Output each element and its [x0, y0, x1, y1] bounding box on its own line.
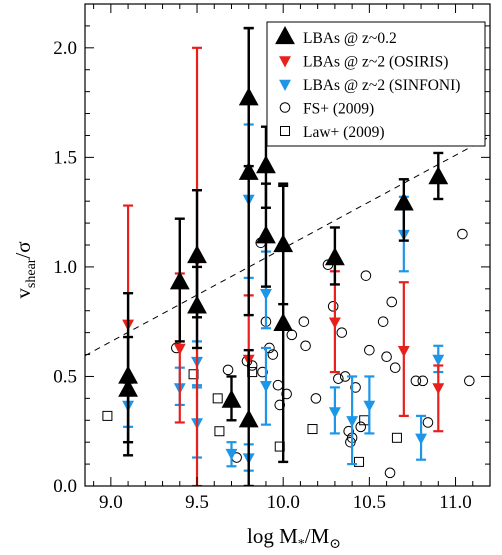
data-point — [267, 349, 279, 360]
data-point — [389, 362, 401, 373]
data-point — [274, 399, 286, 411]
data-point — [324, 247, 345, 266]
data-point — [187, 295, 207, 314]
data-point — [169, 271, 190, 290]
series-0 — [118, 26, 449, 486]
legend-marker — [279, 79, 291, 91]
legend-box — [266, 21, 486, 147]
axes: 9.0 9.5 10.0 10.5 11.0 0.0 0.5 1.0 1.5 2.0 — [53, 3, 491, 513]
y-axis-title-main: v — [11, 288, 35, 299]
data-point — [364, 344, 375, 356]
data-point — [260, 381, 272, 393]
y-axis-title: vshear/σ — [11, 241, 39, 298]
data-point — [187, 244, 207, 264]
data-point — [310, 393, 322, 404]
legend-label: Law+ (2009) — [303, 124, 384, 141]
data-point — [391, 432, 402, 443]
data-point — [238, 409, 259, 428]
legend-marker — [279, 102, 291, 113]
data-point — [384, 467, 396, 479]
data-point — [307, 424, 318, 435]
data-point — [327, 301, 339, 312]
x-tick-label: 9.5 — [185, 492, 209, 513]
legend: LBAs @ z~0.2 LBAs @ z~2 (OSIRIS) LBAs @ z~… — [266, 21, 486, 147]
series-3 — [171, 228, 475, 479]
plot-area — [85, 26, 490, 486]
data-point — [300, 340, 311, 352]
data-point — [410, 375, 422, 387]
x-tick-label: 10.5 — [353, 492, 386, 513]
data-point — [397, 345, 410, 358]
y-tick-label: 1.5 — [53, 147, 77, 168]
data-point — [328, 407, 341, 419]
data-point — [286, 329, 298, 341]
data-point — [422, 417, 434, 428]
legend-marker — [280, 126, 290, 136]
series-4 — [102, 367, 402, 467]
x-axis-title-sub1: * — [298, 537, 305, 552]
legend-marker — [279, 56, 291, 68]
data-point — [457, 228, 468, 240]
data-point — [432, 383, 445, 395]
data-point — [225, 448, 238, 461]
data-point — [354, 456, 365, 467]
data-point — [273, 312, 294, 332]
data-point — [222, 364, 234, 376]
data-point — [260, 289, 272, 301]
data-point — [257, 366, 268, 378]
legend-marker — [275, 26, 295, 45]
data-point — [328, 317, 341, 329]
legend-label: LBAs @ z~2 (OSIRIS) — [303, 54, 448, 71]
data-point — [221, 389, 242, 408]
data-point — [417, 375, 429, 387]
data-point — [363, 400, 376, 412]
data-point — [350, 382, 361, 393]
data-point — [281, 388, 292, 400]
data-point — [333, 373, 344, 384]
data-point — [256, 225, 276, 244]
legend-label: LBAs @ z~0.2 — [303, 30, 397, 47]
y-axis-title-sub: shear — [24, 258, 39, 288]
data-point — [428, 166, 449, 185]
y-tick-label: 0.0 — [53, 476, 77, 497]
y-axis-title-end: /σ — [11, 241, 35, 258]
y-tick-label: 1.0 — [53, 257, 77, 278]
data-point — [256, 155, 276, 174]
data-point — [360, 270, 372, 281]
data-point — [432, 354, 445, 366]
data-point — [381, 351, 392, 363]
x-tick-label: 10.0 — [267, 492, 300, 513]
y-tick-label: 2.0 — [53, 38, 77, 59]
legend-label: FS+ (2009) — [303, 101, 374, 118]
data-point — [246, 360, 258, 371]
data-point — [336, 327, 348, 338]
x-tick-label: 9.0 — [99, 492, 123, 513]
data-point — [346, 416, 359, 428]
data-point — [415, 433, 428, 445]
x-axis-title-mid: /M — [305, 524, 330, 548]
y-tick-label: 0.5 — [53, 366, 77, 387]
data-point — [272, 379, 284, 391]
data-point — [464, 375, 475, 387]
x-axis-title-main: log M — [247, 524, 298, 548]
data-point — [377, 316, 389, 327]
data-point — [393, 192, 414, 211]
data-point — [118, 378, 138, 397]
data-point — [238, 161, 259, 180]
data-point — [386, 296, 398, 308]
data-point — [214, 426, 225, 437]
x-axis-title: log M*/M⊙ — [247, 524, 341, 552]
x-axis-title-sub2: ⊙ — [329, 537, 341, 552]
x-tick-label: 11.0 — [439, 492, 472, 513]
data-point — [173, 343, 186, 355]
legend-label: LBAs @ z~2 (SINFONI) — [303, 77, 460, 94]
data-point — [212, 393, 223, 404]
data-point — [298, 316, 310, 327]
plot-inner — [85, 26, 490, 486]
data-point — [102, 410, 113, 421]
data-point — [355, 421, 367, 433]
data-point — [345, 436, 356, 448]
data-point — [343, 425, 354, 437]
